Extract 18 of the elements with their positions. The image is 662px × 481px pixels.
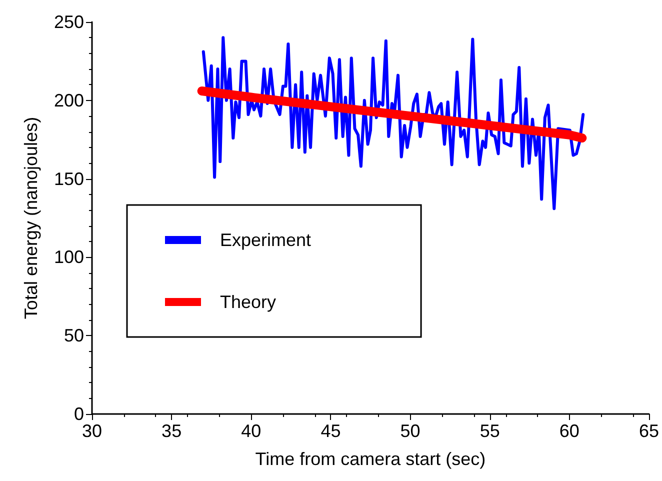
y-tick-label: 0 bbox=[74, 404, 84, 424]
x-tick-label: 45 bbox=[320, 421, 341, 441]
x-tick-label: 55 bbox=[480, 421, 500, 441]
y-axis-title: Total energy (nanojoules) bbox=[21, 116, 41, 320]
y-tick-label: 200 bbox=[54, 90, 84, 110]
legend-label: Experiment bbox=[220, 230, 312, 250]
y-tick-label: 50 bbox=[64, 326, 84, 346]
x-tick-label: 30 bbox=[82, 421, 102, 441]
y-tick-label: 250 bbox=[54, 12, 84, 32]
x-tick-label: 35 bbox=[162, 421, 182, 441]
y-tick-label: 100 bbox=[54, 247, 84, 268]
y-tick-label: 150 bbox=[54, 168, 84, 189]
x-tick-label: 50 bbox=[400, 421, 420, 441]
x-tick-label: 65 bbox=[638, 421, 660, 441]
x-tick-label: 40 bbox=[241, 421, 262, 441]
legend-label: Theory bbox=[220, 292, 276, 312]
x-axis-title: Time from camera start (sec) bbox=[255, 449, 486, 469]
x-tick-label: 60 bbox=[559, 421, 580, 441]
